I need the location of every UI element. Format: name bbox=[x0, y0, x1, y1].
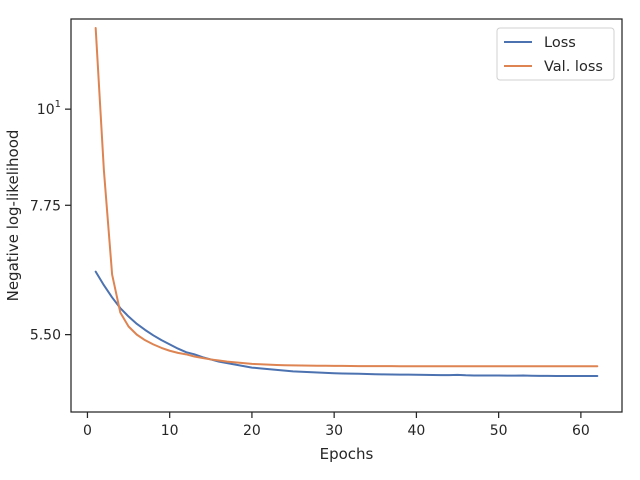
y-tick-label: 101 bbox=[37, 99, 61, 118]
plot-area-frame bbox=[70, 18, 623, 413]
y-axis-ticks: 101 7.75 5.50 bbox=[30, 99, 71, 344]
legend-label-loss: Loss bbox=[544, 35, 576, 51]
y-axis-label: Negative log-likelihood bbox=[4, 130, 22, 302]
series-line-val-loss bbox=[94, 27, 599, 368]
x-tick-label: 40 bbox=[407, 423, 425, 439]
y-tick-label: 7.75 bbox=[30, 198, 61, 214]
legend-label-val-loss: Val. loss bbox=[544, 59, 603, 75]
legend: Loss Val. loss bbox=[496, 27, 615, 81]
series-layer bbox=[94, 27, 599, 378]
x-tick-label: 50 bbox=[490, 423, 508, 439]
x-tick-label: 10 bbox=[161, 423, 179, 439]
x-tick-label: 0 bbox=[83, 423, 92, 439]
x-tick-label: 30 bbox=[325, 423, 343, 439]
y-tick-label: 5.50 bbox=[30, 328, 61, 344]
series-line-loss bbox=[94, 270, 599, 378]
x-tick-label: 60 bbox=[572, 423, 590, 439]
x-axis-ticks: 0 10 20 30 40 50 60 bbox=[83, 412, 590, 439]
x-axis-label: Epochs bbox=[320, 445, 374, 463]
x-tick-label: 20 bbox=[243, 423, 261, 439]
